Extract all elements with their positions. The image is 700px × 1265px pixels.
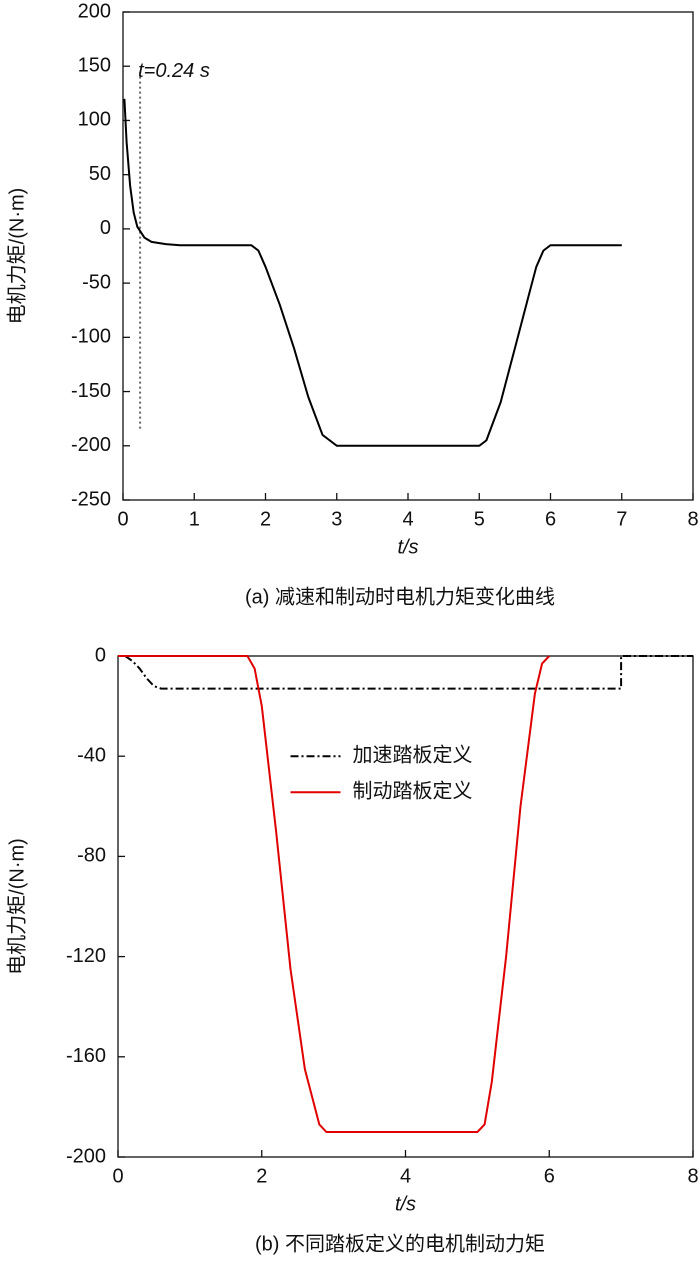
- y-tick-label: -160: [66, 1045, 106, 1067]
- x-tick-label: 6: [545, 508, 556, 530]
- plot-frame: [122, 11, 694, 501]
- series-line: [118, 655, 551, 1133]
- x-tick-label: 8: [687, 508, 698, 530]
- x-tick-label: 1: [189, 508, 200, 530]
- y-tick-label: 0: [95, 644, 106, 666]
- y-axis-label: 电机力矩/(N·m): [5, 838, 28, 975]
- legend-label: 加速踏板定义: [353, 743, 473, 766]
- x-tick-label: 0: [112, 1165, 123, 1187]
- x-tick-label: 2: [256, 1165, 267, 1187]
- y-tick-label: 0: [100, 217, 111, 239]
- x-tick-label: 3: [331, 508, 342, 530]
- y-tick-label: -100: [71, 326, 111, 348]
- x-tick-label: 0: [117, 508, 128, 530]
- y-tick-label: -250: [71, 488, 111, 510]
- y-tick-label: 150: [78, 55, 111, 77]
- y-tick-label: -80: [77, 845, 106, 867]
- x-tick-label: 6: [544, 1165, 555, 1187]
- annotation: t=0.24 s: [138, 60, 210, 82]
- x-tick-label: 2: [260, 508, 271, 530]
- x-tick-label: 5: [474, 508, 485, 530]
- x-axis-label: t/s: [395, 1193, 416, 1215]
- y-tick-label: 50: [89, 163, 111, 185]
- x-tick-label: 8: [687, 1165, 698, 1187]
- series-line: [124, 655, 693, 690]
- x-tick-label: 4: [400, 1165, 411, 1187]
- plot-frame: [117, 655, 694, 1158]
- y-axis-label: 电机力矩/(N·m): [5, 188, 28, 325]
- caption: (a) 减速和制动时电机力矩变化曲线: [245, 585, 555, 608]
- y-tick-label: 200: [78, 0, 111, 22]
- x-axis-label: t/s: [397, 536, 418, 558]
- legend-label: 制动踏板定义: [353, 779, 473, 802]
- x-tick-label: 7: [616, 508, 627, 530]
- y-tick-label: -200: [66, 1145, 106, 1167]
- y-tick-label: 100: [78, 109, 111, 131]
- caption: (b) 不同踏板定义的电机制动力矩: [255, 1232, 545, 1255]
- y-tick-label: -50: [82, 271, 111, 293]
- y-tick-label: -150: [71, 380, 111, 402]
- y-tick-label: -200: [71, 434, 111, 456]
- y-tick-label: -120: [66, 945, 106, 967]
- y-tick-label: -40: [77, 744, 106, 766]
- x-tick-label: 4: [402, 508, 413, 530]
- series-line: [123, 98, 622, 447]
